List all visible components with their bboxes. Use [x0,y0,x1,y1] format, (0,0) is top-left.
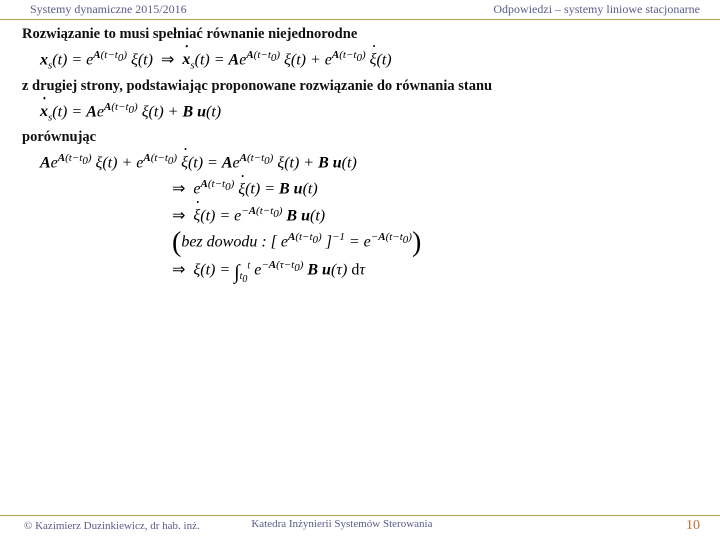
slide-header: Systemy dynamiczne 2015/2016 Odpowiedzi … [0,0,720,17]
footer-rule [0,515,720,516]
equation-5: ⇒ ξ(t) = e−A(t−t0) B u(t) [172,205,698,225]
equation-4: ⇒ eA(t−t0) ξ(t) = B u(t) [172,178,698,198]
paragraph-2: z drugiej strony, podstawiając proponowa… [22,78,698,95]
equation-2: xs(t) = AeA(t−t0) ξ(t) + B u(t) [40,101,698,124]
header-rule [0,19,720,20]
header-right: Odpowiedzi – systemy liniowe stacjonarne [493,2,700,17]
proof-note: bez dowodu [181,233,257,250]
slide-content: Rozwiązanie to musi spełniać równanie ni… [0,26,720,285]
equation-6: ⇒ ξ(t) = ∫t0t e−A(τ−t0) B u(τ) dτ [172,259,698,285]
equation-note: (bez dowodu : [ eA(t−t0) ]−1 = e−A(t−t0)… [172,231,698,253]
equation-3: AeA(t−t0) ξ(t) + eA(t−t0) ξ(t) = AeA(t−t… [40,152,698,172]
page-number: 10 [686,518,700,534]
paragraph-3: porównując [22,129,698,146]
slide-footer: © Kazimierz Duzinkiewicz, dr hab. inż. K… [0,515,720,534]
footer-author: © Kazimierz Duzinkiewicz, dr hab. inż. [24,520,200,532]
footer-dept: Katedra Inżynierii Systemów Sterowania [251,518,432,530]
header-left: Systemy dynamiczne 2015/2016 [30,2,187,17]
paragraph-1: Rozwiązanie to musi spełniać równanie ni… [22,26,698,43]
equation-1: xs(t) = eA(t−t0) ξ(t) ⇒ xs(t) = AeA(t−t0… [40,49,698,72]
